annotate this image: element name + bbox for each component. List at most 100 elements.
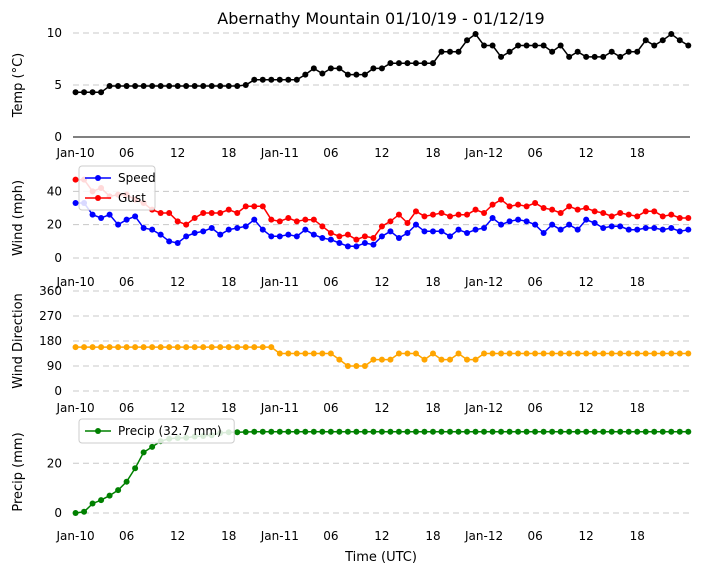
data-point-wind [455, 226, 462, 233]
x-tick-label-wind: Jan-12 [464, 275, 503, 289]
data-point-temp [625, 48, 632, 55]
x-tick-label-precip: Jan-12 [464, 529, 503, 543]
data-point-wind [608, 213, 615, 220]
data-point-wind [540, 230, 547, 236]
data-point-wind [191, 215, 198, 221]
data-point-wind [455, 211, 462, 218]
data-point-precip [106, 492, 113, 499]
data-point-temp [685, 42, 692, 49]
x-tick-label-wind_direction: 12 [579, 401, 594, 415]
data-point-temp [276, 76, 283, 83]
data-point-precip [72, 510, 79, 516]
data-point-precip [617, 428, 624, 435]
data-point-precip [361, 428, 368, 435]
data-point-precip [472, 428, 479, 435]
data-point-wind [583, 216, 590, 223]
x-tick-label-temp: 12 [579, 146, 594, 160]
data-point-precip [81, 508, 88, 515]
data-point-wind_direction [191, 344, 198, 351]
data-point-wind [285, 215, 292, 221]
y-axis-label-temp: Temp (°C) [11, 53, 26, 119]
data-point-wind_direction [540, 350, 547, 357]
data-point-wind [549, 221, 556, 228]
data-point-wind_direction [387, 356, 394, 363]
data-point-wind [183, 221, 190, 228]
data-point-temp [429, 60, 436, 67]
y-axis-label-wind_direction: Wind Direction [11, 293, 26, 389]
y-tick-label-temp: 5 [54, 78, 62, 92]
data-point-wind [234, 225, 241, 231]
data-point-precip [293, 428, 300, 435]
x-tick-label-temp: 18 [425, 146, 440, 160]
data-point-wind_direction [242, 344, 249, 351]
x-axis-label: Time (UTC) [344, 550, 417, 565]
data-point-temp [481, 42, 488, 49]
data-point-wind [361, 233, 368, 240]
data-point-temp [81, 89, 88, 96]
y-tick-label-wind_direction: 90 [47, 359, 62, 373]
data-point-precip [625, 428, 632, 435]
data-point-wind_direction [106, 344, 113, 351]
data-point-wind_direction [115, 344, 122, 351]
x-tick-label-wind: 12 [579, 275, 594, 289]
data-point-precip [234, 429, 241, 436]
data-point-wind [447, 233, 454, 240]
data-point-wind [378, 223, 385, 230]
data-point-temp [319, 70, 326, 77]
data-point-wind_direction [651, 350, 658, 357]
data-point-wind_direction [378, 356, 385, 363]
data-point-wind_direction [668, 350, 675, 357]
data-point-precip [676, 428, 683, 435]
data-point-temp [251, 76, 258, 83]
data-point-wind [625, 226, 632, 233]
data-point-temp [72, 89, 79, 96]
data-point-wind [404, 220, 411, 226]
series-wind-0 [72, 200, 692, 250]
data-point-temp [310, 65, 317, 72]
data-point-wind [276, 218, 283, 225]
data-point-wind [242, 223, 249, 230]
data-point-wind_direction [98, 344, 105, 351]
data-point-wind_direction [438, 356, 445, 363]
data-point-wind [404, 230, 411, 236]
x-tick-label-wind_direction: Jan-11 [260, 401, 299, 415]
x-tick-label-precip: 06 [527, 529, 542, 543]
data-point-wind [217, 231, 224, 238]
data-point-precip [685, 428, 692, 435]
data-point-wind_direction [685, 350, 692, 357]
data-point-wind_direction [574, 350, 581, 357]
data-point-temp [370, 65, 377, 72]
data-point-wind_direction [344, 363, 351, 369]
legend-wind: Speed Gust [78, 165, 156, 211]
x-tick-label-wind_direction: 06 [323, 401, 338, 415]
data-point-wind_direction [395, 350, 402, 357]
data-point-wind_direction [634, 350, 641, 357]
data-point-precip [310, 428, 317, 435]
data-point-wind_direction [310, 350, 317, 357]
legend-box-precip [78, 418, 235, 444]
data-point-temp [336, 65, 343, 72]
legend-entry-wind: Speed [118, 171, 156, 185]
data-point-wind [438, 228, 445, 235]
data-point-wind [421, 228, 428, 235]
data-point-precip [251, 428, 258, 435]
data-point-precip [302, 428, 309, 435]
x-tick-label-temp: 06 [527, 146, 542, 160]
data-point-wind [617, 223, 624, 230]
data-point-wind [676, 228, 683, 235]
data-point-temp [327, 65, 334, 72]
data-point-temp [378, 65, 385, 72]
data-point-wind [166, 210, 173, 216]
y-tick-label-wind_direction: 180 [39, 334, 62, 348]
data-point-wind_direction [268, 344, 275, 351]
data-point-precip [489, 428, 496, 435]
data-point-precip [498, 428, 505, 435]
data-point-wind [132, 213, 139, 220]
data-point-wind [515, 216, 522, 223]
data-point-wind_direction [217, 344, 224, 351]
x-tick-label-precip: 18 [221, 529, 236, 543]
x-tick-label-temp: 12 [374, 146, 389, 160]
data-point-wind [353, 243, 360, 250]
data-point-wind [344, 243, 351, 250]
